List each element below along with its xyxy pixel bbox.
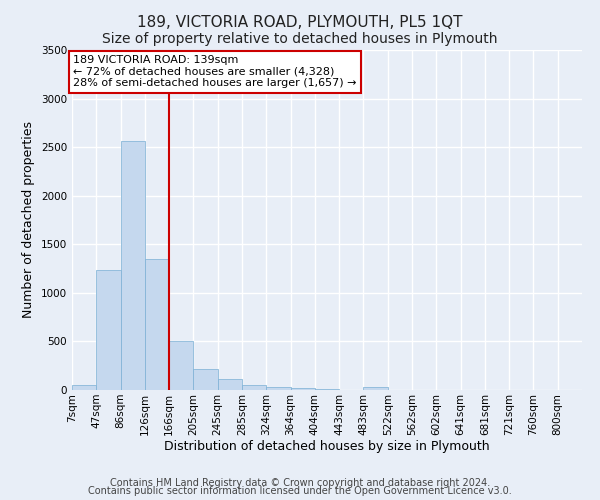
Text: Contains HM Land Registry data © Crown copyright and database right 2024.: Contains HM Land Registry data © Crown c… xyxy=(110,478,490,488)
Text: Contains public sector information licensed under the Open Government Licence v3: Contains public sector information licen… xyxy=(88,486,512,496)
Text: 189 VICTORIA ROAD: 139sqm
← 72% of detached houses are smaller (4,328)
28% of se: 189 VICTORIA ROAD: 139sqm ← 72% of detac… xyxy=(73,55,357,88)
Bar xyxy=(218,379,242,390)
X-axis label: Distribution of detached houses by size in Plymouth: Distribution of detached houses by size … xyxy=(164,440,490,454)
Bar xyxy=(169,342,193,390)
Bar xyxy=(193,369,218,390)
Bar xyxy=(315,389,339,390)
Bar xyxy=(121,142,145,390)
Bar xyxy=(145,259,169,390)
Bar xyxy=(290,388,315,390)
Text: 189, VICTORIA ROAD, PLYMOUTH, PL5 1QT: 189, VICTORIA ROAD, PLYMOUTH, PL5 1QT xyxy=(137,15,463,30)
Bar xyxy=(72,384,96,390)
Y-axis label: Number of detached properties: Number of detached properties xyxy=(22,122,35,318)
Bar xyxy=(266,387,290,390)
Bar xyxy=(364,387,388,390)
Bar xyxy=(96,270,121,390)
Bar xyxy=(242,384,266,390)
Text: Size of property relative to detached houses in Plymouth: Size of property relative to detached ho… xyxy=(102,32,498,46)
